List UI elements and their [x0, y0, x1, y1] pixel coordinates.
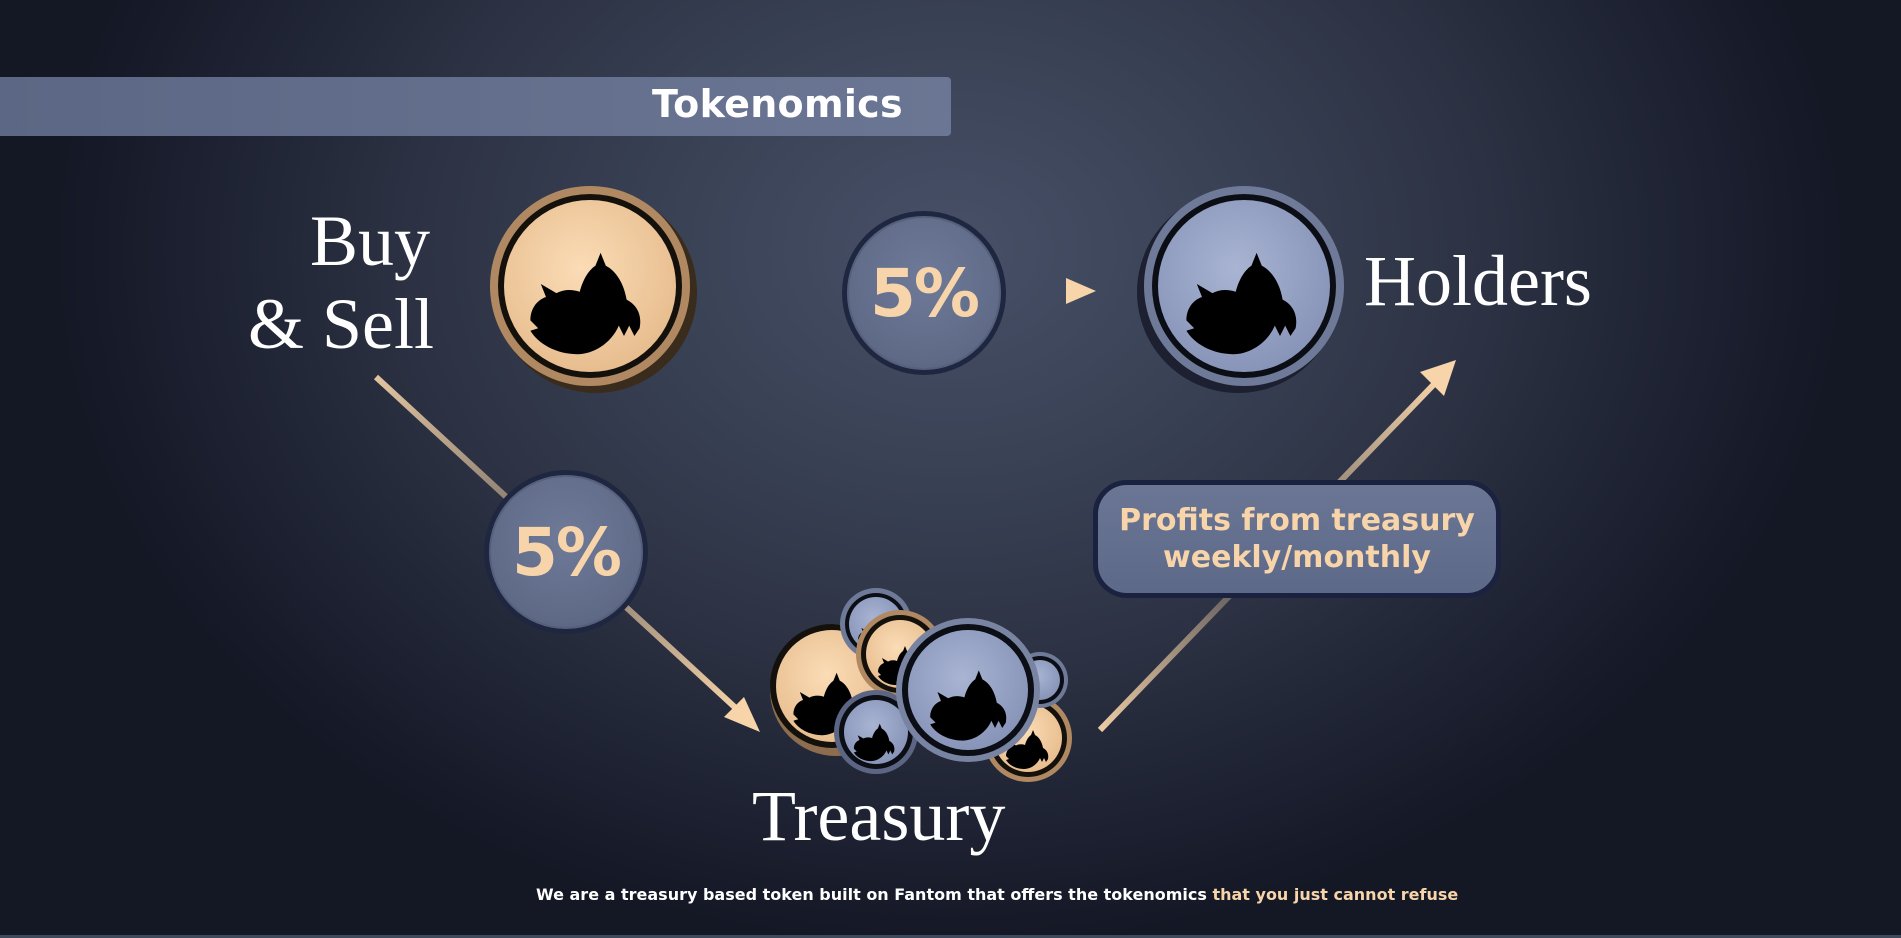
page-title: Tokenomics [652, 82, 903, 126]
sell-label: & Sell [248, 284, 435, 364]
tagline-accent: that you just cannot refuse [1212, 885, 1459, 904]
treasury-label: Treasury [752, 776, 1006, 856]
blue-fox-coin-icon [1137, 186, 1344, 393]
title-banner [0, 77, 951, 136]
coin-pile-icon [770, 588, 1072, 782]
tagline-main: We are a treasury based token built on F… [536, 885, 1213, 904]
profits-line-2: weekly/monthly [1163, 540, 1431, 575]
holders-percent-badge: 5% [842, 211, 1006, 375]
treasury-percent-value: 5% [511, 513, 622, 591]
bottom-divider [0, 935, 1901, 938]
holders-percent-value: 5% [869, 254, 980, 332]
buy-label: Buy [310, 201, 431, 281]
footer-tagline: We are a treasury based token built on F… [536, 885, 1458, 904]
profits-callout: Profits from treasury weekly/monthly [1093, 480, 1501, 598]
profits-line-1: Profits from treasury [1119, 503, 1475, 538]
holders-label: Holders [1364, 241, 1592, 321]
peach-fox-coin-icon [490, 186, 697, 393]
treasury-percent-badge: 5% [484, 470, 648, 634]
